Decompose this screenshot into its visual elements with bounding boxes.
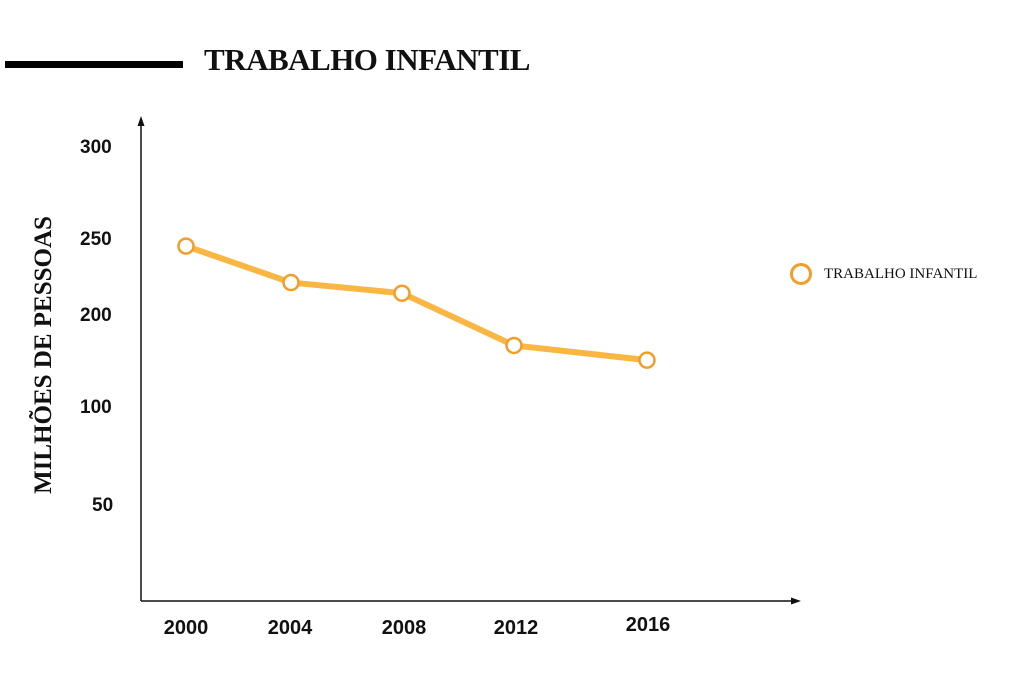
chart-title: TRABALHO INFANTIL [204, 42, 530, 77]
legend-label: TRABALHO INFANTIL [824, 265, 978, 282]
y-tick-label: 200 [80, 305, 112, 326]
data-point [393, 284, 411, 302]
data-point [282, 273, 300, 292]
x-tick-label: 2008 [381, 617, 427, 639]
data-point [638, 351, 656, 369]
legend-marker-icon [790, 263, 812, 285]
data-point [505, 336, 523, 355]
x-tick-label: 2000 [163, 617, 209, 639]
x-tick-label: 2012 [493, 617, 539, 639]
title-rule [5, 61, 183, 68]
data-point [177, 237, 195, 255]
x-axis-arrow [791, 597, 801, 605]
y-tick-label: 250 [80, 229, 112, 250]
y-tick-label: 300 [80, 137, 112, 158]
y-axis-arrow [137, 116, 145, 126]
legend: TRABALHO INFANTIL [790, 263, 977, 285]
y-tick-label: 100 [80, 397, 112, 418]
series-line [183, 243, 650, 364]
y-tick-label: 50 [92, 495, 114, 516]
x-tick-label: 2004 [267, 617, 313, 639]
x-tick-label: 2016 [625, 614, 671, 636]
